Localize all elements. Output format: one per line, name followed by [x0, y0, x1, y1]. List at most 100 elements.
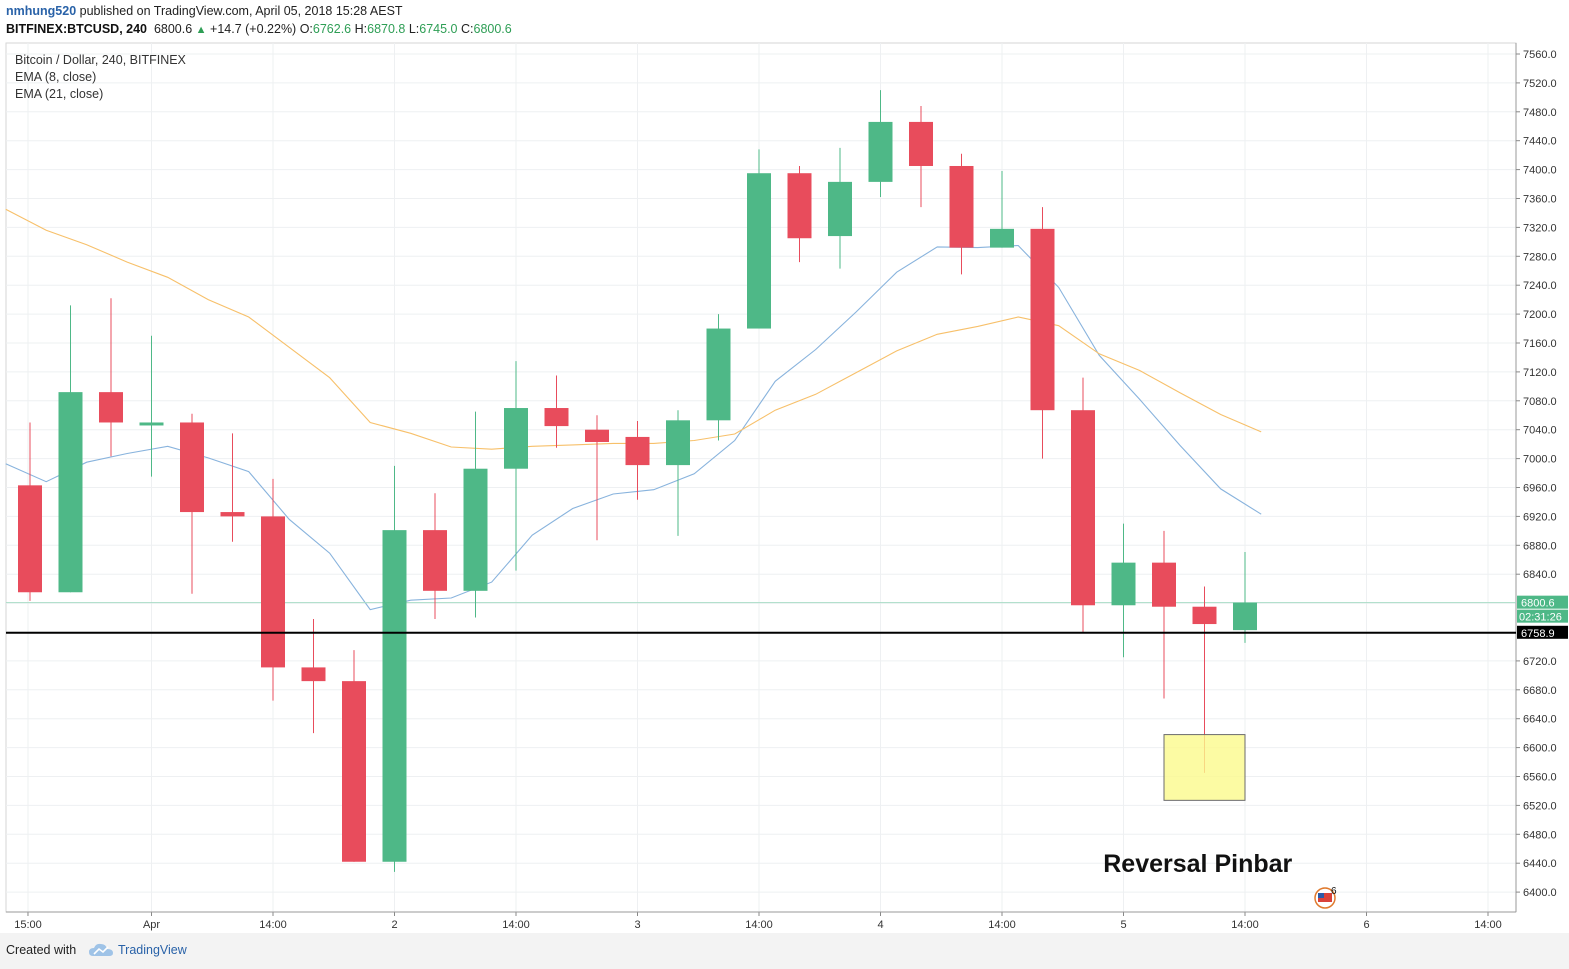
x-tick-label: 2 [391, 919, 397, 931]
candle-up[interactable] [1233, 602, 1257, 631]
high-label: H: [354, 22, 368, 36]
y-tick-label: 6920.0 [1523, 511, 1557, 523]
reversal-pinbar-annotation[interactable]: Reversal Pinbar [1103, 850, 1292, 878]
y-tick-label: 7520.0 [1523, 78, 1557, 90]
level-price-tag [1517, 625, 1568, 639]
x-tick-label: 14:00 [259, 919, 287, 931]
candle-down[interactable] [1030, 228, 1055, 411]
x-tick-label: 14:00 [1474, 919, 1502, 931]
x-tick-label: 4 [877, 919, 883, 931]
y-tick-label: 7280.0 [1523, 251, 1557, 263]
symbol-label: BITFINEX:BTCUSD, 240 [6, 22, 147, 36]
candle-up[interactable] [868, 121, 893, 182]
footer: Created with TradingView [0, 933, 1569, 969]
flag-icon [1318, 893, 1332, 902]
y-tick-label: 7040.0 [1523, 425, 1557, 437]
tradingview-cloud-icon [89, 943, 113, 956]
y-tick-label: 6640.0 [1523, 714, 1557, 726]
y-tick-label: 6680.0 [1523, 685, 1557, 697]
y-tick-label: 7240.0 [1523, 280, 1557, 292]
candle-up[interactable] [382, 530, 407, 862]
x-tick-label: 14:00 [745, 919, 773, 931]
close-value: 6800.6 [473, 22, 512, 36]
candle-down[interactable] [1192, 606, 1217, 625]
candle-down[interactable] [585, 429, 609, 442]
low-label: L: [408, 22, 420, 36]
price-chart[interactable]: 15:00 Apr 14:00 2 14:00 3 14:00 4 14:00 5 14:00 6 14… [0, 0, 1569, 933]
legend-ema8[interactable]: EMA (8, close) [15, 70, 97, 84]
y-tick-label: 7360.0 [1523, 194, 1557, 206]
y-tick-label: 6520.0 [1523, 800, 1557, 812]
candle-up[interactable] [58, 392, 83, 593]
countdown-tag-label: 02:31:26 [1519, 612, 1562, 624]
candle-up[interactable] [990, 228, 1014, 248]
tradingview-brand[interactable]: TradingView [118, 943, 187, 957]
candle-down[interactable] [625, 436, 650, 466]
candle-up[interactable] [463, 468, 488, 591]
y-tick-label: 7320.0 [1523, 222, 1557, 234]
price-change: +14.7 (+0.22%) [210, 22, 297, 36]
publish-info: published on TradingView.com, April 05, … [79, 4, 403, 18]
y-tick-label: 6600.0 [1523, 743, 1557, 755]
author-name[interactable]: nmhung520 [6, 4, 77, 18]
y-tick-label: 7200.0 [1523, 309, 1557, 321]
level-price-tag-label: 6758.9 [1521, 628, 1555, 640]
y-tick-label: 6560.0 [1523, 772, 1557, 784]
y-tick-label: 7120.0 [1523, 367, 1557, 379]
y-tick-label: 7000.0 [1523, 454, 1557, 466]
last-price: 6800.6 [153, 22, 193, 36]
y-tick-label: 6960.0 [1523, 483, 1557, 495]
y-tick-label: 7400.0 [1523, 165, 1557, 177]
candle-down[interactable] [1071, 410, 1095, 606]
candle-down[interactable] [301, 667, 326, 682]
x-tick-label: 14:00 [988, 919, 1016, 931]
y-tick-label: 6880.0 [1523, 540, 1557, 552]
candle-down[interactable] [220, 512, 245, 517]
last-price-tag-label: 6800.6 [1521, 598, 1555, 610]
y-tick-label: 6440.0 [1523, 858, 1557, 870]
candle-up[interactable] [504, 408, 528, 469]
y-tick-label: 7440.0 [1523, 136, 1557, 148]
highlight-box[interactable] [1163, 734, 1246, 801]
x-tick-label: 14:00 [502, 919, 530, 931]
countdown-tag [1517, 609, 1568, 623]
y-tick-label: 6480.0 [1523, 829, 1557, 841]
x-tick-label: 14:00 [1231, 919, 1259, 931]
candle-down[interactable] [1152, 562, 1176, 607]
candle-down[interactable] [180, 422, 204, 513]
y-tick-label: 7480.0 [1523, 107, 1557, 119]
low-value: 6745.0 [419, 22, 458, 36]
high-value: 6870.8 [367, 22, 406, 36]
y-tick-label: 6720.0 [1523, 656, 1557, 668]
candle-down[interactable] [18, 485, 42, 593]
x-tick-label: Apr [143, 919, 160, 931]
candle-down[interactable] [99, 392, 123, 423]
candle-down[interactable] [423, 530, 447, 591]
x-tick-label: 3 [634, 919, 640, 931]
candle-down[interactable] [261, 516, 285, 668]
y-tick-label: 7080.0 [1523, 396, 1557, 408]
candle-up[interactable] [706, 328, 731, 421]
publish-line: nmhung520 published on TradingView.com, … [6, 4, 403, 18]
candle-up[interactable] [828, 181, 852, 237]
candle-down[interactable] [909, 121, 933, 166]
created-with-label: Created with [6, 943, 77, 957]
candle-down[interactable] [544, 408, 569, 427]
y-tick-label: 6400.0 [1523, 887, 1557, 899]
last-price-tag [1517, 595, 1568, 609]
candle-up[interactable] [139, 422, 164, 426]
candle-down[interactable] [787, 173, 812, 239]
flag-canton [1318, 893, 1324, 898]
x-tick-label: 15:00 [14, 919, 42, 931]
candle-down[interactable] [342, 681, 366, 862]
candle-up[interactable] [747, 173, 771, 329]
y-tick-label: 7160.0 [1523, 338, 1557, 350]
close-label: C: [461, 22, 474, 36]
candle-up[interactable] [666, 420, 690, 466]
legend-ema21[interactable]: EMA (21, close) [15, 87, 104, 101]
y-tick-label: 7560.0 [1523, 49, 1557, 61]
events-badge-count: 6 [1331, 886, 1337, 897]
candle-up[interactable] [1111, 562, 1136, 606]
candle-down[interactable] [949, 165, 974, 248]
chart-header: nmhung520 published on TradingView.com, … [0, 0, 1569, 42]
